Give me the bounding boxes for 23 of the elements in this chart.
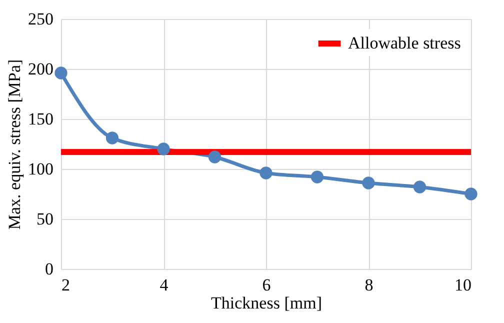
point xyxy=(310,170,324,184)
x-tick-label: 2 xyxy=(62,276,70,294)
x-tick-label: 10 xyxy=(454,276,472,294)
x-tick-label: 6 xyxy=(262,276,271,294)
x-axis-title: Thickness [mm] xyxy=(211,294,322,312)
point xyxy=(157,142,170,156)
point xyxy=(106,132,119,144)
y-tick-label: 250 xyxy=(28,10,54,28)
point xyxy=(464,188,478,200)
point xyxy=(208,150,222,164)
y-tick-label: 200 xyxy=(28,60,54,78)
x-tick-label: 4 xyxy=(160,276,169,294)
point xyxy=(362,176,375,190)
legend-label: Allowable stress xyxy=(348,34,461,52)
point xyxy=(260,166,272,180)
y-tick-label: 50 xyxy=(36,210,54,228)
y-axis-title: Max. equiv. stress [MPa] xyxy=(5,59,24,230)
x-tick-label: 8 xyxy=(364,276,374,294)
point xyxy=(54,66,68,80)
y-tick-label: 100 xyxy=(28,160,54,178)
point xyxy=(413,180,426,194)
y-tick-label: 0 xyxy=(45,260,54,278)
y-tick-label: 150 xyxy=(28,110,54,128)
